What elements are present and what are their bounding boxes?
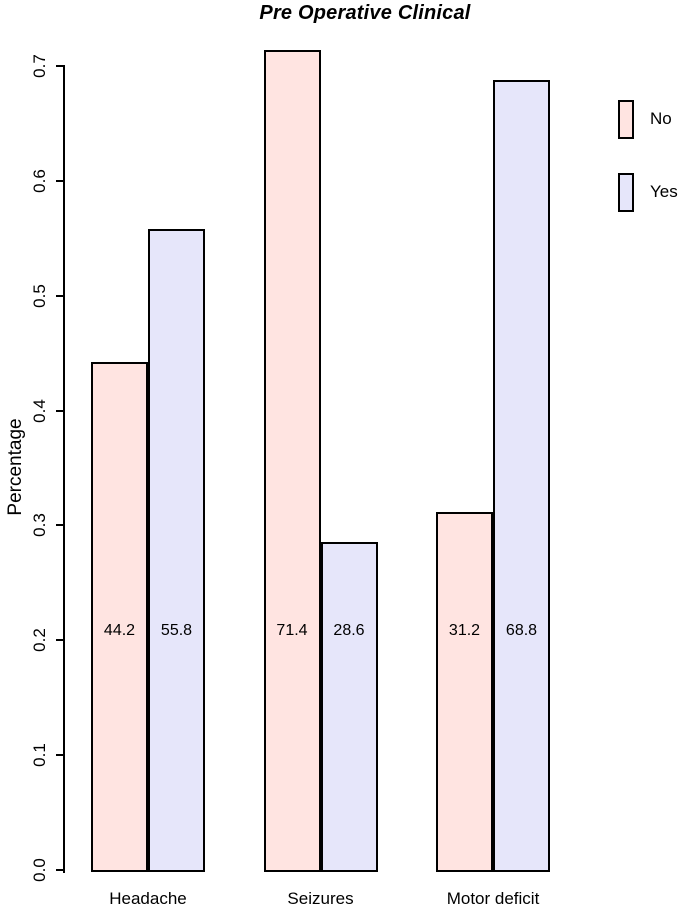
- y-tick-label: 0.1: [30, 743, 49, 767]
- y-tick: [56, 639, 64, 642]
- bar-value-label: 55.8: [160, 622, 193, 640]
- legend-label-yes: Yes: [650, 182, 678, 201]
- y-tick: [56, 409, 64, 412]
- x-category-label-motor-deficit: Motor deficit: [446, 889, 540, 908]
- y-tick-label: 0.0: [30, 858, 49, 882]
- y-tick: [56, 524, 64, 527]
- y-tick: [56, 754, 64, 757]
- y-axis-line: [63, 65, 65, 873]
- y-tick-label: 0.7: [30, 54, 49, 78]
- bar-headache-no: [91, 362, 148, 872]
- bar-value-label: 44.2: [103, 622, 136, 640]
- bar-value-label: 68.8: [505, 622, 538, 640]
- x-category-label-seizures: Seizures: [287, 889, 354, 908]
- bar-headache-yes: [148, 229, 205, 872]
- y-tick-label: 0.5: [30, 283, 49, 308]
- y-tick: [56, 65, 64, 67]
- legend-swatch-yes: [618, 173, 634, 212]
- x-category-label-headache: Headache: [109, 889, 187, 908]
- bar-motor-deficit-no: [436, 511, 493, 872]
- legend-swatch-no: [618, 100, 634, 139]
- bar-value-label: 31.2: [448, 622, 481, 640]
- y-tick-label: 0.2: [30, 628, 49, 653]
- y-axis-label: Percentage: [5, 418, 26, 516]
- bar-seizures-yes: [320, 541, 378, 872]
- legend-label-no: No: [650, 109, 672, 128]
- y-tick: [56, 179, 64, 182]
- bar-value-label: 28.6: [333, 622, 365, 640]
- y-tick-label: 0.4: [30, 398, 49, 423]
- y-tick-label: 0.3: [30, 513, 49, 538]
- y-tick: [56, 869, 64, 871]
- y-tick-label: 0.6: [30, 169, 49, 193]
- bar-value-label: 71.4: [276, 622, 308, 640]
- bar-motor-deficit-yes: [493, 79, 550, 872]
- y-tick: [56, 294, 64, 297]
- bar-seizures-no: [263, 49, 321, 872]
- chart-title: Pre Operative Clinical: [259, 2, 471, 24]
